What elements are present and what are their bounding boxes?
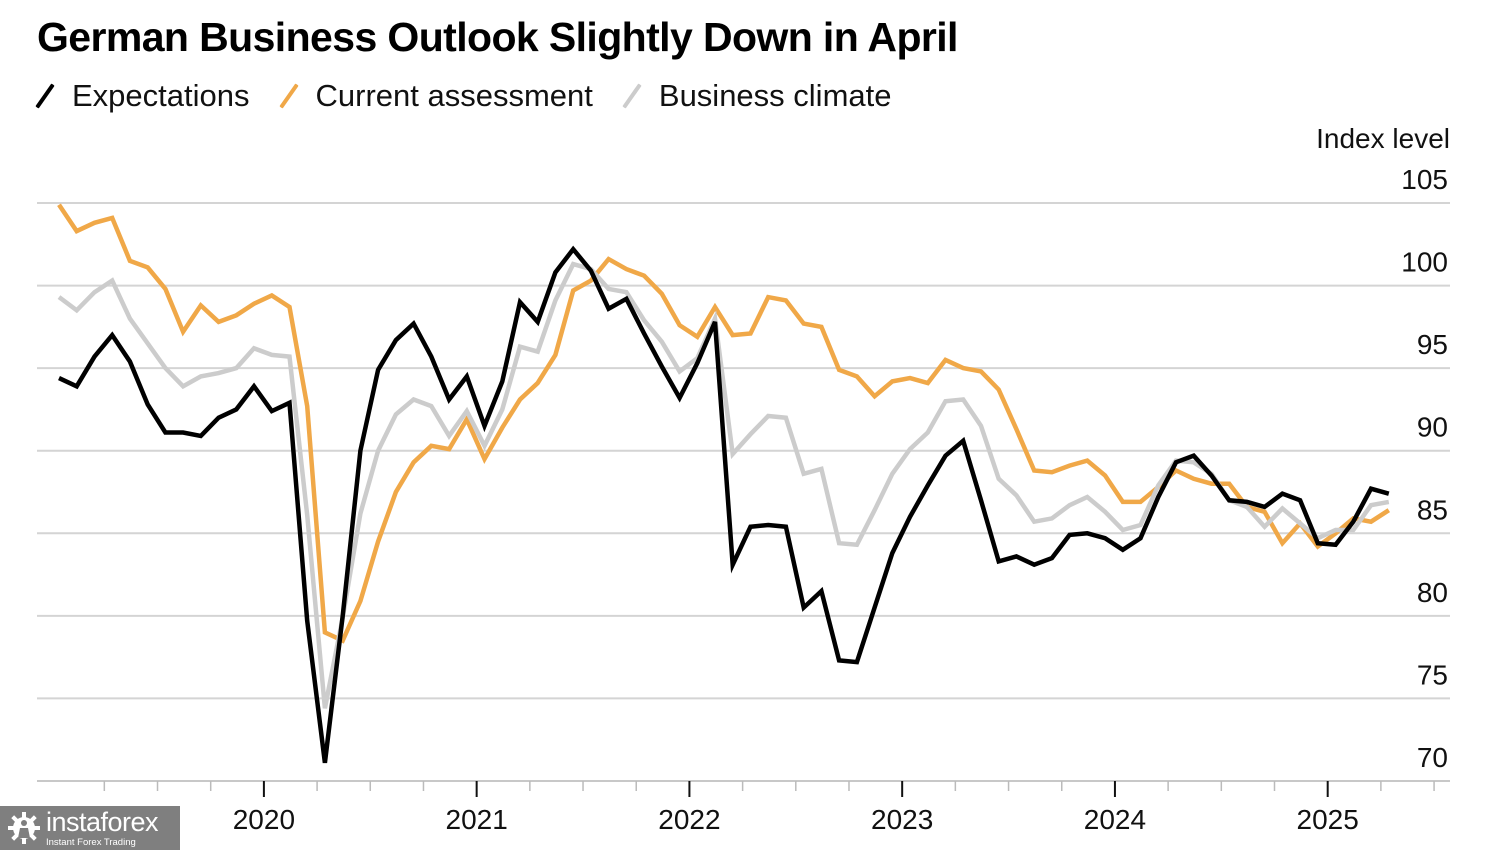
- legend-item-current-assessment: Current assessment: [282, 78, 593, 114]
- x-tick-label: 2025: [1297, 804, 1359, 835]
- y-tick-label: 80: [1417, 577, 1448, 608]
- series-line-expectations: [58, 245, 1390, 764]
- watermark-brand: instaforex: [46, 806, 159, 837]
- legend: Expectations Current assessment Business…: [38, 78, 923, 114]
- y-tick-label: 90: [1417, 412, 1448, 443]
- y-tick-label: 100: [1401, 247, 1448, 278]
- y-tick-label: 75: [1417, 659, 1448, 690]
- chart-title: German Business Outlook Slightly Down in…: [37, 14, 958, 60]
- y-axis-label: Index level: [1316, 123, 1450, 154]
- series-lines: [57, 203, 1391, 764]
- y-tick-label: 85: [1417, 494, 1448, 525]
- watermark-logo: instaforex Instant Forex Trading: [0, 806, 180, 850]
- x-tick-label: 2022: [658, 804, 720, 835]
- watermark-tagline: Instant Forex Trading: [46, 836, 136, 848]
- legend-item-business-climate: Business climate: [625, 78, 892, 114]
- x-axis: 2020 2021 2022 2023 2024 2025: [37, 780, 1450, 835]
- gridlines: [37, 202, 1450, 700]
- legend-label: Current assessment: [315, 78, 593, 113]
- y-tick-label: 95: [1417, 329, 1448, 360]
- series-line-business-climate: [57, 261, 1390, 709]
- y-tick-label: 105: [1401, 164, 1448, 195]
- x-tick-label: 2021: [446, 804, 508, 835]
- x-tick-label: 2023: [871, 804, 933, 835]
- y-tick-label: 70: [1417, 742, 1448, 773]
- legend-label: Business climate: [658, 78, 892, 113]
- gear-person-icon: [6, 810, 42, 846]
- x-tick-label: 2020: [233, 804, 295, 835]
- legend-label: Expectations: [72, 78, 250, 113]
- legend-item-expectations: Expectations: [38, 78, 250, 114]
- x-tick-label: 2024: [1084, 804, 1146, 835]
- y-tick-labels: 70 75 80 85 90 95 100 105: [1401, 164, 1448, 773]
